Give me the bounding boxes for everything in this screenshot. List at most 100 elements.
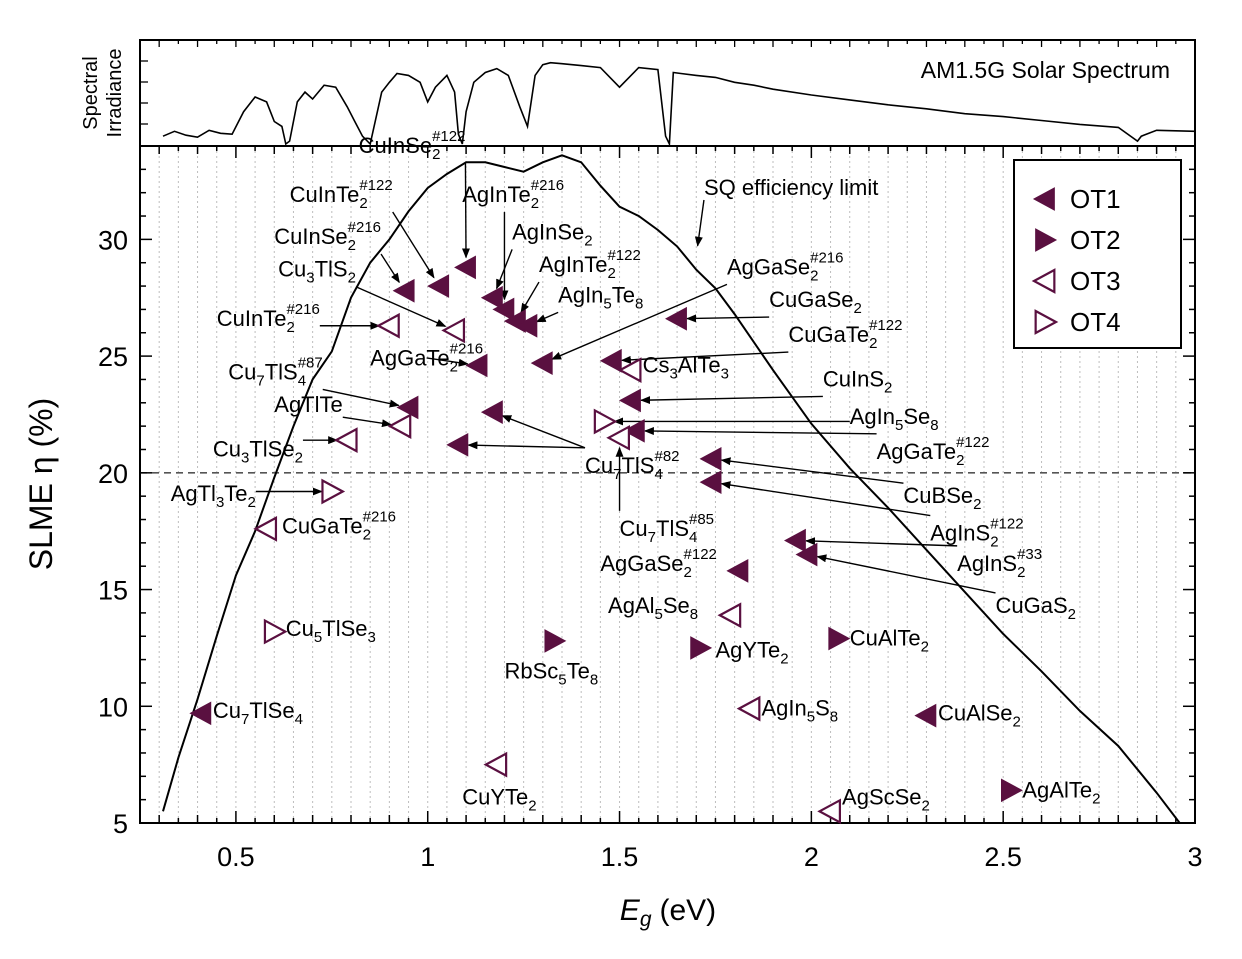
annotation-arrows	[255, 162, 996, 594]
label-sub: 5	[655, 606, 663, 623]
axis-ticks	[140, 145, 1195, 824]
open-left-triangle-marker	[441, 317, 466, 344]
legend-marker-ot1	[1032, 187, 1055, 211]
label-sub: 5	[895, 417, 903, 434]
spectrum-ticks	[140, 40, 1177, 125]
label-sub: 2	[286, 319, 294, 336]
spectrum-ylabel-line1: Spectral	[80, 56, 102, 129]
material-label: CuBSe2	[903, 483, 981, 513]
open-right-triangle-marker	[263, 618, 288, 645]
label-sub: 2	[359, 195, 367, 212]
label-main: Cu	[213, 436, 241, 461]
material-label: Cu3TlSe2	[213, 436, 303, 466]
label-main: AgGaSe	[600, 551, 683, 576]
annotation-arrow	[495, 249, 513, 290]
label-sub: 5	[603, 295, 611, 312]
material-label: RbSc5Te8	[504, 658, 598, 688]
label-sub: 2	[869, 335, 877, 352]
label-sub: 2	[1017, 564, 1025, 581]
filled-left-triangle-marker	[465, 353, 488, 378]
label-sup: #122	[432, 128, 465, 145]
label-main: CuInSe	[274, 224, 347, 249]
filled-right-triangle-marker	[690, 636, 713, 660]
filled-left-triangle-marker	[619, 388, 641, 413]
material-label: AgIn5S8	[761, 696, 838, 726]
x-tick-label: 1	[420, 842, 435, 872]
label-main: AgIn	[558, 282, 603, 307]
annotation-arrow	[640, 395, 823, 405]
annotation-arrow	[535, 311, 559, 323]
label-sub: 2	[921, 639, 929, 656]
label-sub: 2	[973, 496, 981, 513]
label-sub: 2	[528, 797, 536, 814]
label-main2: S	[815, 696, 830, 721]
filled-left-triangle-marker	[392, 278, 415, 303]
label-main: AgInTe	[462, 182, 530, 207]
label-main: CuInS	[823, 366, 884, 391]
annotation-arrow	[805, 537, 958, 547]
y-tick-label: 25	[98, 342, 128, 372]
filled-left-triangle-marker	[699, 446, 722, 471]
filled-right-triangle-marker	[828, 626, 851, 651]
label-sub2: 3	[721, 365, 729, 382]
x-tick-labels: 0.5 1 1.5 2 2.5 3	[217, 842, 1202, 872]
material-label: Cu7TlS4#87	[228, 354, 323, 389]
material-label: CuGaTe2#122	[788, 317, 902, 352]
label-sub: 5	[807, 709, 815, 726]
label-sub: 7	[241, 711, 249, 728]
label-sub: 2	[1013, 713, 1021, 730]
label-sub2: 4	[654, 466, 662, 483]
material-label: AgIn5Se8	[850, 404, 939, 434]
open-left-triangle-marker	[253, 516, 278, 542]
legend-label-ot4: OT4	[1070, 307, 1121, 337]
label-sub: 2	[810, 267, 818, 284]
material-label: Cu3TlS2	[278, 257, 356, 287]
material-label: AgInTe2#216	[462, 177, 564, 212]
label-main: CuAlTe	[850, 626, 921, 651]
filled-left-triangle-marker	[427, 274, 450, 298]
material-label: CuGaTe2#216	[282, 509, 396, 544]
label-main: AgIn	[850, 404, 895, 429]
label-sub2: 8	[690, 606, 698, 623]
label-sub: 2	[531, 195, 539, 212]
label-sub: 5	[314, 629, 322, 646]
label-main2: TlSe	[322, 616, 367, 641]
label-main: AgAl	[608, 593, 654, 618]
label-sup: #216	[450, 340, 483, 357]
label-sub: 2	[780, 650, 788, 667]
label-sup: #122	[607, 247, 640, 264]
annotation-arrow	[686, 314, 770, 323]
label-sub: 2	[922, 797, 930, 814]
material-label: AgIn5Te8	[558, 282, 643, 312]
annotation-arrow	[520, 281, 540, 314]
label-sup: #216	[810, 249, 843, 266]
filled-left-triangle-marker	[914, 703, 937, 728]
annotation-arrow	[322, 388, 400, 408]
label-sub: 2	[884, 379, 892, 396]
label-sub: 3	[669, 365, 677, 382]
label-main: AgYTe	[715, 637, 780, 662]
label-main2: Te	[567, 658, 590, 683]
annotation-arrow	[620, 351, 789, 364]
label-main2: TlS	[621, 453, 654, 478]
label-sub2: 8	[635, 295, 643, 312]
label-main: CuBSe	[903, 483, 973, 508]
label-sup: #87	[298, 354, 323, 371]
label-sub2: 2	[348, 270, 356, 287]
material-label: CuInS2	[823, 366, 893, 396]
material-label: AgScSe2	[842, 784, 930, 814]
label-main: Cs	[643, 352, 670, 377]
label-sup: #216	[348, 219, 381, 236]
material-label: Cs3AlTe3	[643, 352, 729, 382]
y-tick-label: 15	[98, 576, 128, 606]
label-main: CuGaS	[996, 593, 1068, 618]
material-label: Cu5TlSe3	[286, 616, 376, 646]
material-label: Cu7TlS4#85	[620, 511, 715, 546]
material-labels: CuInSe2#122CuInTe2#122CuInSe2#216Cu3TlS2…	[171, 128, 1101, 814]
annotation-arrow	[342, 416, 392, 428]
spectrum-title: AM1.5G Solar Spectrum	[921, 57, 1170, 83]
material-label: AgGaTe2#216	[370, 340, 483, 375]
label-main: CuYTe	[462, 784, 528, 809]
label-main: AgScSe	[842, 784, 922, 809]
